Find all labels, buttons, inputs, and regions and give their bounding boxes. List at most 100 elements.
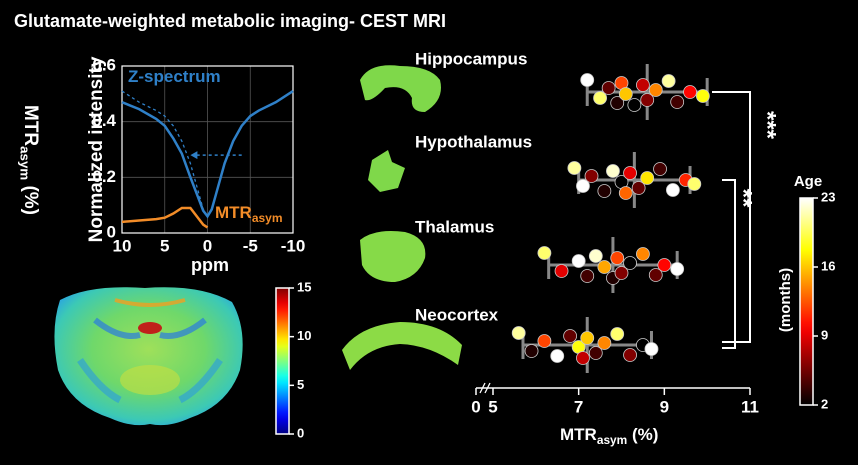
data-point <box>588 249 603 263</box>
x-axis-label: ppm <box>191 255 229 275</box>
region-label: Hypothalamus <box>415 132 532 151</box>
data-point <box>618 186 633 200</box>
label-part: MTR <box>20 105 41 146</box>
data-point <box>597 184 612 198</box>
label-part: (%) <box>627 425 658 444</box>
axis-label: MTRasym (%) <box>18 105 41 215</box>
data-point <box>614 266 629 280</box>
data-point <box>571 254 586 268</box>
data-point <box>666 183 680 197</box>
significance: ** <box>730 189 757 208</box>
data-point <box>670 262 685 276</box>
label-part: (%) <box>20 180 41 215</box>
figure-title: Glutamate-weighted metabolic imaging- CE… <box>14 11 446 31</box>
data-point <box>618 87 633 101</box>
data-point <box>610 327 625 341</box>
colorbar-tick-label: 16 <box>821 258 835 273</box>
x-tick-label: -5 <box>243 236 258 255</box>
data-point <box>554 264 569 278</box>
series-line <box>121 206 209 229</box>
data-point <box>537 246 552 260</box>
data-point <box>631 181 646 195</box>
y-tick-label: 0.4 <box>92 111 116 130</box>
x-tick-label: 7 <box>574 397 583 416</box>
data-point <box>653 162 667 176</box>
data-point <box>588 346 603 360</box>
label-part: Z-spectrum <box>128 67 221 86</box>
label-part: asym <box>597 433 627 447</box>
region-renders <box>342 65 462 370</box>
data-point <box>537 334 552 348</box>
label-part: asym <box>18 146 33 180</box>
axis-label: MTRasym (%) <box>560 425 658 447</box>
x-tick-label: 5 <box>488 397 497 416</box>
data-point <box>636 78 650 92</box>
data-point <box>597 336 612 350</box>
data-point <box>567 161 582 175</box>
series-label: Z-spectrum <box>128 67 221 86</box>
y-tick-label: 0.6 <box>92 55 116 74</box>
y-tick-label: 0.2 <box>92 167 116 186</box>
data-point <box>623 348 637 362</box>
data-point <box>563 329 577 343</box>
x-tick-label: 0 <box>471 397 480 416</box>
data-point <box>636 247 650 261</box>
intensity-colorbar <box>275 287 290 435</box>
bracket <box>722 179 736 349</box>
data-point <box>606 164 620 178</box>
data-point <box>623 256 637 270</box>
x-tick-label: 11 <box>741 397 759 416</box>
x-tick-label: 5 <box>160 236 169 255</box>
label-part: MTR <box>215 203 252 222</box>
data-point <box>648 268 663 282</box>
colorbar-tick-label: 0 <box>297 425 304 440</box>
data-point <box>623 166 637 180</box>
colorbar-tick-label: 9 <box>821 327 828 342</box>
colorbar-tick-label: 5 <box>297 377 304 392</box>
data-point <box>584 169 599 183</box>
x-tick-label: 10 <box>113 236 132 255</box>
series-label: MTRasym <box>215 203 283 225</box>
data-point <box>580 269 595 283</box>
colorbar-tick-label: 15 <box>297 279 311 294</box>
plot-frame <box>121 65 294 234</box>
y-axis-label: Normalized intensity <box>86 56 107 242</box>
arrow-head <box>190 151 198 160</box>
data-point <box>576 351 590 365</box>
colorbar-tick-label: 2 <box>821 396 828 411</box>
data-point <box>695 89 710 103</box>
x-tick-label: 0 <box>203 236 212 255</box>
significance: *** <box>754 111 781 140</box>
y-tick-label: 0 <box>107 222 116 241</box>
data-point <box>550 349 565 363</box>
data-point <box>640 171 655 185</box>
data-point <box>601 81 616 95</box>
age-colorbar <box>799 197 814 406</box>
data-point <box>576 179 590 193</box>
data-point <box>511 326 526 340</box>
brain-map <box>54 287 243 426</box>
data-point <box>657 258 672 272</box>
region-label: Neocortex <box>415 305 499 324</box>
data-point <box>610 96 625 110</box>
data-point <box>627 98 642 112</box>
region-label: Thalamus <box>415 217 494 236</box>
colorbar-unit: (months) <box>777 268 794 332</box>
data-point <box>648 83 663 97</box>
data-point <box>593 91 607 105</box>
data-point <box>580 331 595 345</box>
data-point <box>580 73 595 87</box>
colorbar-tick-label: 10 <box>297 328 311 343</box>
data-point <box>610 251 625 265</box>
data-point <box>640 93 655 107</box>
series-line <box>121 90 294 219</box>
x-tick-label: -10 <box>281 236 306 255</box>
data-point <box>670 95 685 109</box>
data-point <box>644 342 659 356</box>
colorbar-tick-label: 23 <box>821 189 835 204</box>
colorbar-label: Age <box>794 173 822 190</box>
data-point <box>661 74 676 88</box>
label-part: asym <box>252 211 283 225</box>
data-point <box>683 85 697 99</box>
